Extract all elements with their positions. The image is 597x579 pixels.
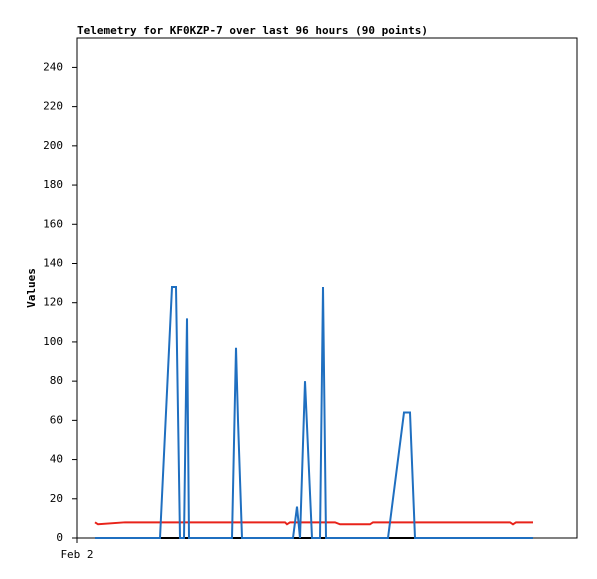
x-tick-label: Feb 2 [60,548,93,561]
y-tick-label: 140 [43,256,63,269]
chart-title: Telemetry for KF0KZP-7 over last 96 hour… [77,24,428,37]
y-tick-label: 160 [43,217,63,230]
y-tick-label: 100 [43,335,63,348]
y-tick-label: 180 [43,178,63,191]
series-line [95,286,533,539]
y-tick-label: 0 [56,531,63,544]
y-tick-label: 240 [43,60,63,73]
y-tick-label: 60 [50,413,63,426]
y-tick-label: 80 [50,374,63,387]
plot-frame [76,37,578,539]
y-tick-label: 220 [43,100,63,113]
y-tick-label: 20 [50,492,63,505]
y-tick-label: 40 [50,453,63,466]
y-axis-label: Values [25,268,38,308]
y-tick-label: 120 [43,296,63,309]
y-tick-label: 200 [43,139,63,152]
